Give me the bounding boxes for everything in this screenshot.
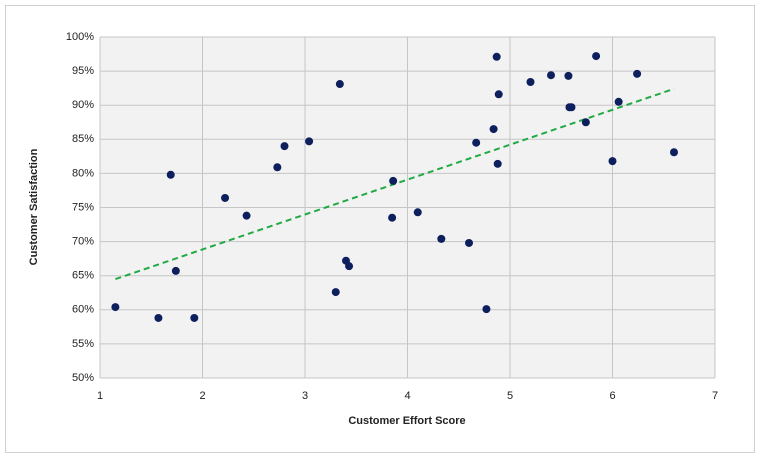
point bbox=[166, 170, 175, 179]
y-tick-label: 55% bbox=[72, 338, 94, 350]
point bbox=[472, 138, 481, 147]
point bbox=[526, 78, 535, 87]
y-tick-label: 100% bbox=[66, 31, 94, 43]
point bbox=[465, 238, 473, 247]
point bbox=[221, 193, 230, 202]
point bbox=[335, 80, 344, 89]
point bbox=[482, 305, 491, 314]
y-tick-label: 65% bbox=[72, 270, 94, 282]
point bbox=[273, 163, 282, 172]
point bbox=[345, 262, 354, 271]
point bbox=[388, 213, 397, 222]
y-tick-label: 60% bbox=[72, 304, 94, 316]
point bbox=[567, 103, 576, 112]
point bbox=[493, 159, 502, 168]
y-tick-label: 70% bbox=[72, 236, 94, 248]
x-tick-label: 2 bbox=[199, 390, 205, 402]
x-tick-label: 5 bbox=[507, 390, 513, 402]
point bbox=[413, 208, 422, 217]
point bbox=[171, 266, 180, 275]
point bbox=[494, 90, 503, 99]
point bbox=[437, 234, 446, 243]
point bbox=[633, 69, 642, 78]
point bbox=[492, 52, 501, 61]
y-axis-title: Customer Satisfaction bbox=[28, 148, 40, 265]
point bbox=[242, 211, 251, 220]
y-tick-label: 90% bbox=[72, 99, 94, 111]
point bbox=[389, 176, 398, 185]
x-tick-label: 1 bbox=[97, 390, 103, 402]
point bbox=[154, 313, 163, 322]
point bbox=[190, 313, 199, 322]
y-tick-label: 80% bbox=[72, 167, 94, 179]
point bbox=[489, 125, 498, 134]
y-tick-label: 75% bbox=[72, 201, 94, 213]
x-tick-label: 6 bbox=[609, 390, 615, 402]
point bbox=[305, 137, 314, 146]
x-tick-label: 7 bbox=[712, 390, 718, 402]
point bbox=[608, 157, 617, 166]
point bbox=[547, 71, 555, 80]
x-tick-label: 4 bbox=[404, 390, 410, 402]
x-tick-label: 3 bbox=[302, 390, 308, 402]
point bbox=[670, 148, 678, 157]
point bbox=[581, 118, 590, 127]
y-tick-label: 95% bbox=[72, 65, 94, 77]
point bbox=[614, 97, 623, 106]
point bbox=[111, 303, 120, 312]
y-tick-label: 50% bbox=[72, 372, 94, 384]
point bbox=[331, 288, 340, 297]
y-tick-label: 85% bbox=[72, 133, 94, 145]
point bbox=[280, 142, 289, 151]
point bbox=[592, 52, 601, 61]
x-axis-title: Customer Effort Score bbox=[348, 415, 465, 427]
point bbox=[564, 71, 573, 80]
